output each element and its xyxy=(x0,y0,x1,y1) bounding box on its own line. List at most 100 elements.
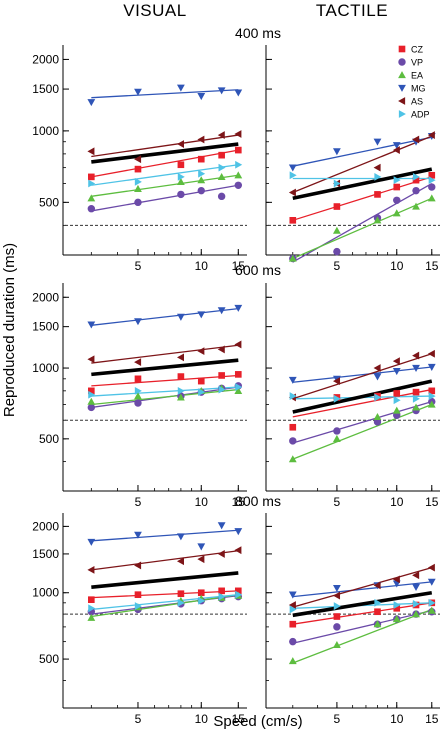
x-tick-label: 15 xyxy=(232,495,246,509)
point-mg xyxy=(176,313,185,321)
point-ea xyxy=(412,202,420,210)
point-cz xyxy=(289,216,297,224)
y-tick-label: 1000 xyxy=(32,124,59,138)
point-adp xyxy=(235,383,243,391)
fit-line-cz xyxy=(91,149,239,178)
point-ea xyxy=(392,406,401,414)
x-tick-label: 10 xyxy=(195,259,209,273)
point-ea xyxy=(234,171,243,179)
y-tick-label: 2000 xyxy=(32,52,59,66)
point-cz xyxy=(177,590,185,598)
point-as xyxy=(87,565,95,574)
column-title-visual: VISUAL xyxy=(123,1,186,20)
mean-fit-line xyxy=(91,142,239,164)
point-mg xyxy=(427,578,436,586)
fit-line-adp xyxy=(91,594,239,611)
point-as xyxy=(412,135,420,144)
point-adp xyxy=(218,163,226,172)
point-mg xyxy=(288,591,297,599)
point-ea xyxy=(134,184,142,192)
point-ea xyxy=(234,386,243,394)
point-cz xyxy=(134,591,142,598)
panel-tactile-800: 5 10 15 xyxy=(265,513,440,726)
point-cz xyxy=(88,173,95,181)
condition-title-600: 600 ms xyxy=(235,262,281,278)
point-mg xyxy=(332,584,341,592)
point-as xyxy=(234,340,242,349)
point-cz xyxy=(374,191,381,198)
point-cz xyxy=(234,371,242,378)
point-ea xyxy=(373,412,382,420)
point-ea xyxy=(288,254,297,262)
point-vp xyxy=(134,198,142,207)
panel-tactile-400: 5 10 15 xyxy=(265,45,440,273)
point-adp xyxy=(134,177,142,186)
point-as xyxy=(134,358,142,367)
fit-line-mg xyxy=(91,307,239,326)
fit-line-mg xyxy=(292,366,432,383)
fit-line-cz xyxy=(91,590,239,599)
point-as xyxy=(373,163,381,172)
point-cz xyxy=(393,604,401,612)
legend-label-mg: MG xyxy=(411,84,426,94)
x-tick-label: 10 xyxy=(390,712,404,726)
point-cz xyxy=(393,183,401,191)
y-axis-label: Reproduced duration (ms) xyxy=(1,243,18,417)
point-ea xyxy=(134,392,142,400)
point-as xyxy=(87,147,95,156)
point-vp xyxy=(87,205,96,213)
point-adp xyxy=(428,176,436,185)
fit-line-vp xyxy=(292,400,432,444)
point-adp xyxy=(289,171,297,180)
fit-line-cz xyxy=(292,388,432,418)
point-cz xyxy=(88,387,95,395)
point-adp xyxy=(428,392,436,400)
point-cz xyxy=(177,373,185,380)
point-adp xyxy=(235,160,243,169)
point-adp xyxy=(134,386,142,395)
point-adp xyxy=(134,602,142,610)
point-adp xyxy=(177,598,185,607)
point-cz xyxy=(134,375,142,383)
point-adp xyxy=(393,601,401,609)
mean-fit-line xyxy=(292,379,433,414)
point-adp xyxy=(88,390,96,399)
y-tick-label: 2000 xyxy=(32,290,59,304)
point-mg xyxy=(217,307,226,315)
x-tick-label: 5 xyxy=(135,259,142,273)
point-cz xyxy=(412,388,420,396)
panel-visual-400: 500 1000 1500 2000 5 10 15 xyxy=(32,45,247,273)
point-vp xyxy=(412,186,420,195)
fit-line-ea xyxy=(91,594,239,618)
point-ea xyxy=(427,194,436,202)
point-cz xyxy=(177,161,185,169)
point-vp xyxy=(217,192,226,201)
point-as xyxy=(234,546,242,555)
point-adp xyxy=(393,396,401,405)
point-ea xyxy=(288,455,297,463)
x-tick-label: 5 xyxy=(135,712,142,726)
point-as xyxy=(134,561,142,570)
point-as xyxy=(392,357,400,366)
point-adp xyxy=(289,392,297,400)
x-tick-label: 10 xyxy=(195,712,209,726)
legend-marker-cz xyxy=(398,45,406,53)
point-ea xyxy=(332,434,341,442)
point-mg xyxy=(134,88,142,96)
point-as xyxy=(332,591,341,600)
point-adp xyxy=(393,176,401,185)
point-as xyxy=(373,581,381,590)
point-mg xyxy=(412,364,420,372)
point-mg xyxy=(373,373,382,381)
point-as xyxy=(412,571,420,580)
point-mg xyxy=(234,528,243,536)
fit-line-as xyxy=(292,135,433,194)
point-adp xyxy=(177,386,185,395)
legend-label-as: AS xyxy=(411,97,423,107)
x-tick-label: 5 xyxy=(334,712,341,726)
y-tick-label: 500 xyxy=(39,195,59,209)
point-adp xyxy=(198,388,206,397)
panel-tactile-600: 5 10 15 xyxy=(265,283,440,509)
point-adp xyxy=(412,172,420,181)
point-adp xyxy=(235,590,243,599)
